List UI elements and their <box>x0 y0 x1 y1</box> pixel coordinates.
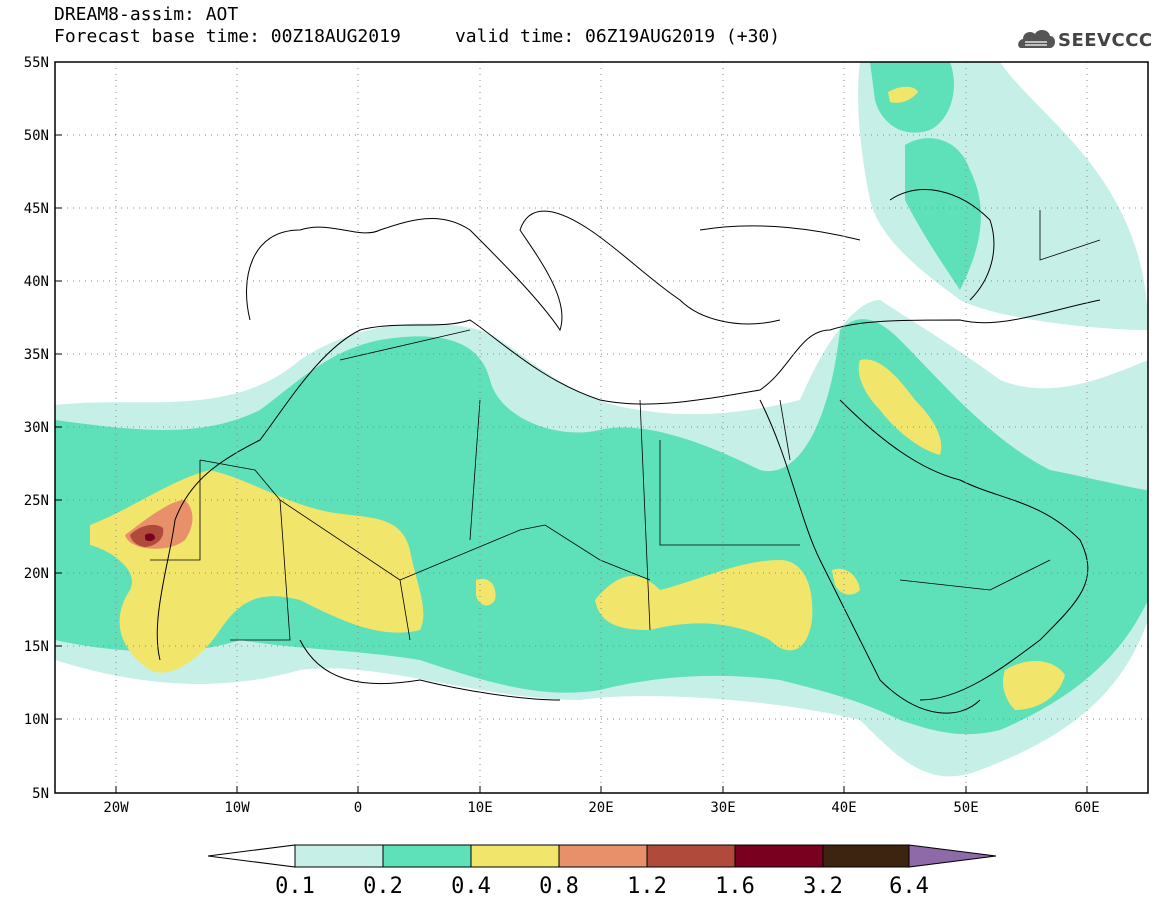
colorbar-label: 0.4 <box>451 874 491 899</box>
lat-label: 10N <box>24 712 49 728</box>
colorbar-label: 6.4 <box>889 874 929 899</box>
lat-label: 35N <box>24 347 49 363</box>
lon-label: 20W <box>103 800 129 816</box>
axis-ticks <box>55 61 1088 794</box>
grid-lines <box>55 62 1148 793</box>
longitude-labels: 20W 10W 0 10E 20E 30E 40E 50E 60E <box>103 800 1099 816</box>
aot-field <box>55 62 1148 777</box>
colorbar-swatch <box>734 844 824 868</box>
lon-label: 30E <box>710 800 735 816</box>
lon-label: 60E <box>1074 800 1099 816</box>
cloud-logo-icon <box>1018 30 1056 48</box>
colorbar-swatch <box>382 844 472 868</box>
lat-label: 40N <box>24 274 49 290</box>
lon-label: 10E <box>467 800 492 816</box>
lat-label: 25N <box>24 493 49 509</box>
colorbar-under-arrow <box>207 844 296 868</box>
lat-label: 15N <box>24 639 49 655</box>
lon-label: 0 <box>354 800 362 816</box>
colorbar-label: 3.2 <box>803 874 843 899</box>
colorbar-swatch <box>822 844 910 868</box>
lat-label: 50N <box>24 128 49 144</box>
colorbar-label: 1.6 <box>715 874 755 899</box>
colorbar-label: 0.8 <box>539 874 579 899</box>
colorbar-label: 1.2 <box>627 874 667 899</box>
colorbar: 0.1 0.2 0.4 0.8 1.2 1.6 3.2 6.4 <box>207 844 997 899</box>
lon-label: 50E <box>953 800 978 816</box>
lat-label: 20N <box>24 566 49 582</box>
aot-level-0.2 <box>55 62 1148 735</box>
lat-label: 30N <box>24 420 49 436</box>
forecast-times: Forecast base time: 00Z18AUG2019 valid t… <box>54 26 781 47</box>
colorbar-over-arrow <box>908 844 997 868</box>
latitude-labels: 55N 50N 45N 40N 35N 30N 25N 20N 15N 10N … <box>24 55 49 802</box>
lat-label: 55N <box>24 55 49 71</box>
logo-text: SEEVCCC <box>1058 30 1153 51</box>
colorbar-swatch <box>470 844 560 868</box>
lat-label: 5N <box>32 786 49 802</box>
map-title: DREAM8-assim: AOT <box>54 4 239 25</box>
lon-label: 40E <box>831 800 856 816</box>
colorbar-swatch <box>294 844 384 868</box>
lon-label: 20E <box>588 800 613 816</box>
colorbar-swatch <box>558 844 648 868</box>
colorbar-swatch <box>646 844 736 868</box>
colorbar-label: 0.1 <box>275 874 315 899</box>
coastlines <box>156 189 1101 714</box>
lon-label: 10W <box>224 800 250 816</box>
aot-level-1.6 <box>145 533 155 542</box>
country-borders <box>150 210 1101 641</box>
colorbar-label: 0.2 <box>363 874 403 899</box>
lat-label: 45N <box>24 201 49 217</box>
